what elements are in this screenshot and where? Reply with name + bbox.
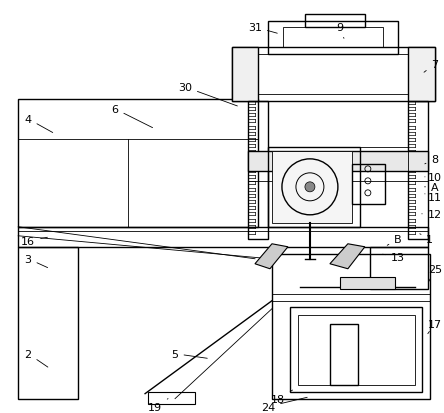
Polygon shape [330,244,365,269]
Text: 30: 30 [178,83,238,107]
Text: 24: 24 [261,397,307,412]
Bar [232,48,435,102]
Bar [408,102,428,239]
Text: 2: 2 [24,349,48,367]
Bar [272,254,430,399]
Text: 5: 5 [171,349,207,359]
Bar [330,324,358,385]
Text: 16: 16 [21,236,48,246]
Bar [370,247,428,289]
Bar [248,152,428,171]
Text: 18: 18 [271,390,293,404]
Bar [298,315,415,385]
Bar [18,227,428,247]
Bar [408,48,435,102]
Bar [18,100,258,227]
Text: 10: 10 [425,172,442,183]
Bar [268,147,360,227]
Bar [18,247,78,399]
Text: B: B [387,234,402,246]
Text: 4: 4 [24,115,53,133]
Text: 3: 3 [25,254,48,268]
Bar [305,15,365,28]
Text: 1: 1 [420,234,433,244]
Text: 13: 13 [383,252,405,262]
Text: 19: 19 [148,399,168,412]
Bar [232,48,258,102]
Text: 17: 17 [428,319,442,334]
Text: 25: 25 [428,264,442,282]
Bar [290,307,422,392]
Bar [248,102,268,239]
Text: A: A [424,183,439,192]
Bar [352,164,385,204]
Text: 11: 11 [425,192,442,202]
Text: 8: 8 [425,154,438,164]
Polygon shape [255,244,288,269]
Text: 7: 7 [424,60,438,73]
Bar [283,28,383,48]
Bar [268,22,398,55]
Circle shape [305,183,315,192]
Text: 6: 6 [111,104,153,128]
Bar [360,147,408,227]
Bar [247,55,422,95]
Text: 31: 31 [248,23,277,34]
Text: 9: 9 [336,23,344,39]
Bar [18,231,428,247]
Text: 12: 12 [422,209,442,219]
Bar [248,171,428,181]
Bar [148,392,195,404]
Bar [340,277,395,289]
Bar [272,152,352,223]
